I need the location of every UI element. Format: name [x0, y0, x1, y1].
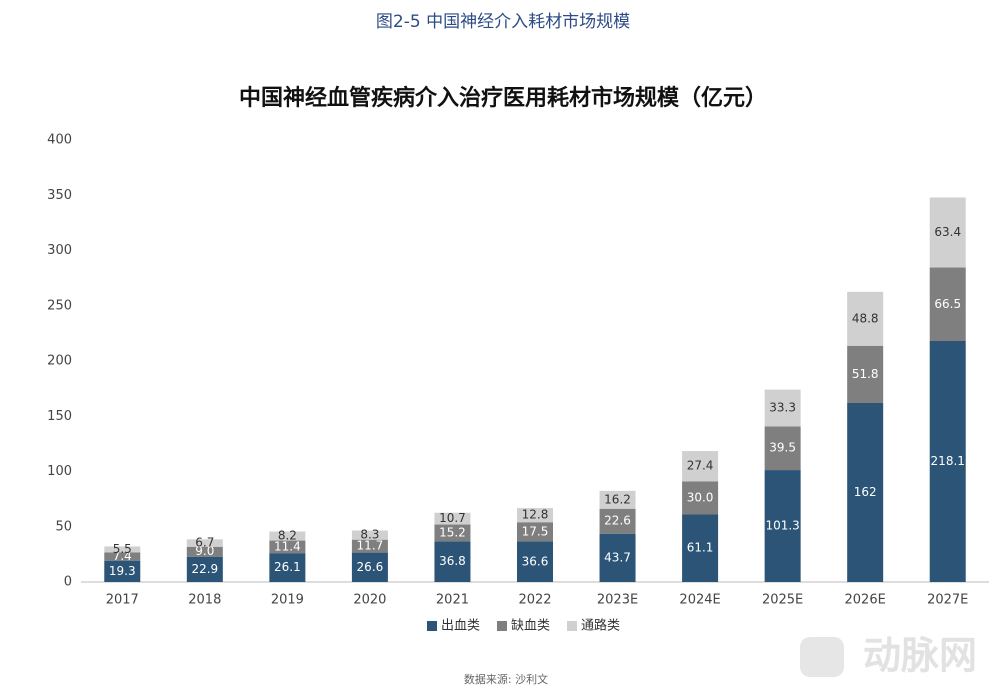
bar-segment: [764, 426, 801, 471]
legend-swatch: [497, 621, 507, 631]
x-tick-label: 2019: [271, 593, 304, 608]
data-label: 61.1: [687, 541, 714, 555]
bar-segment: [351, 539, 388, 553]
data-label: 101.3: [765, 519, 799, 533]
x-tick-label: 2017: [106, 593, 139, 608]
y-tick-label: 400: [47, 133, 72, 148]
x-tick-label: 2022: [518, 593, 551, 608]
data-label: 11.4: [274, 539, 301, 553]
x-tick-label: 2024E: [679, 593, 720, 608]
data-label: 6.7: [195, 536, 214, 550]
bar-segment: [599, 508, 636, 534]
bar-segment: [269, 531, 306, 541]
x-tick-label: 2027E: [927, 593, 968, 608]
legend-label: 缺血类: [511, 619, 550, 634]
data-label: 66.5: [934, 297, 961, 311]
legend-label: 通路类: [581, 618, 620, 634]
data-label: 15.2: [439, 525, 466, 539]
data-label: 17.5: [522, 524, 549, 538]
bar-segment: [682, 451, 719, 482]
data-label: 33.3: [769, 401, 796, 415]
bar-segment: [186, 546, 223, 557]
bar-segment: [929, 197, 966, 268]
bar-segment: [764, 470, 801, 582]
chart-title: 中国神经血管疾病介入治疗医用耗材市场规模（亿元）: [239, 85, 767, 111]
bar-segment: [764, 389, 801, 427]
data-label: 48.8: [852, 311, 879, 325]
data-label: 19.3: [109, 564, 136, 578]
y-tick-label: 150: [47, 409, 72, 424]
y-tick-label: 250: [47, 298, 72, 313]
x-tick-label: 2025E: [762, 593, 803, 608]
watermark-logo: [800, 637, 844, 677]
bar-segment: [517, 508, 553, 523]
bar-segment: [351, 530, 388, 540]
data-label: 36.8: [439, 554, 466, 568]
bar-segment: [351, 552, 388, 582]
y-tick-label: 100: [47, 464, 72, 479]
data-label: 16.2: [604, 492, 631, 506]
y-tick-label: 0: [64, 575, 72, 590]
data-label: 10.7: [439, 511, 466, 525]
bar-segment: [599, 533, 636, 582]
bar-segment: [269, 540, 306, 554]
data-label: 43.7: [604, 550, 631, 564]
bar-segment: [682, 514, 719, 582]
data-label: 22.6: [604, 514, 631, 528]
data-label: 26.1: [274, 560, 301, 574]
bar-segment: [517, 522, 553, 542]
legend-swatch: [567, 621, 577, 631]
data-label: 8.3: [360, 528, 379, 542]
data-label: 26.6: [357, 560, 384, 574]
legend-label: 出血类: [441, 619, 480, 634]
bar-segment: [929, 340, 966, 582]
y-tick-label: 50: [55, 519, 72, 534]
data-label: 39.5: [769, 441, 796, 455]
y-tick-label: 300: [47, 243, 72, 258]
data-label: 27.4: [687, 459, 714, 473]
bar-segment: [434, 524, 471, 542]
source: 数据来源: 沙利文: [464, 672, 548, 686]
bar-segment: [847, 291, 884, 346]
x-tick-label: 2026E: [845, 593, 886, 608]
bar-segment: [186, 539, 223, 547]
data-label: 51.8: [852, 367, 879, 381]
x-tick-label: 2018: [188, 593, 221, 608]
data-label: 5.5: [113, 542, 132, 556]
data-label: 36.6: [522, 554, 549, 568]
data-label: 11.7: [357, 539, 384, 553]
data-label: 9.0: [195, 544, 214, 558]
data-label: 30.0: [687, 490, 714, 504]
watermark: 动脉网: [863, 634, 977, 678]
bar-segment: [104, 560, 141, 582]
figure-caption: 图2-5 中国神经介入耗材市场规模: [376, 12, 630, 32]
bar-segment: [599, 490, 636, 509]
bar-segment: [517, 541, 553, 582]
x-tick-label: 2023E: [597, 593, 638, 608]
bar-segment: [847, 345, 884, 403]
data-label: 7.4: [113, 549, 132, 563]
y-tick-label: 200: [47, 354, 72, 369]
bar-segment: [269, 553, 306, 582]
bar-segment: [847, 402, 884, 582]
bar-segment: [434, 541, 471, 582]
legend-swatch: [427, 621, 437, 631]
bar-segment: [186, 556, 223, 582]
bar-segment: [104, 546, 141, 553]
data-label: 63.4: [934, 225, 961, 239]
data-label: 12.8: [522, 508, 549, 522]
y-tick-label: 350: [47, 188, 72, 203]
data-label: 8.2: [278, 529, 297, 543]
x-tick-label: 2021: [436, 593, 469, 608]
bar-segment: [434, 512, 471, 525]
bar-segment: [104, 552, 141, 561]
x-tick-label: 2020: [353, 593, 386, 608]
data-label: 22.9: [191, 562, 218, 576]
data-label: 218.1: [931, 454, 965, 468]
bar-segment: [929, 267, 966, 341]
data-label: 162: [854, 485, 877, 499]
bar-segment: [682, 481, 719, 515]
